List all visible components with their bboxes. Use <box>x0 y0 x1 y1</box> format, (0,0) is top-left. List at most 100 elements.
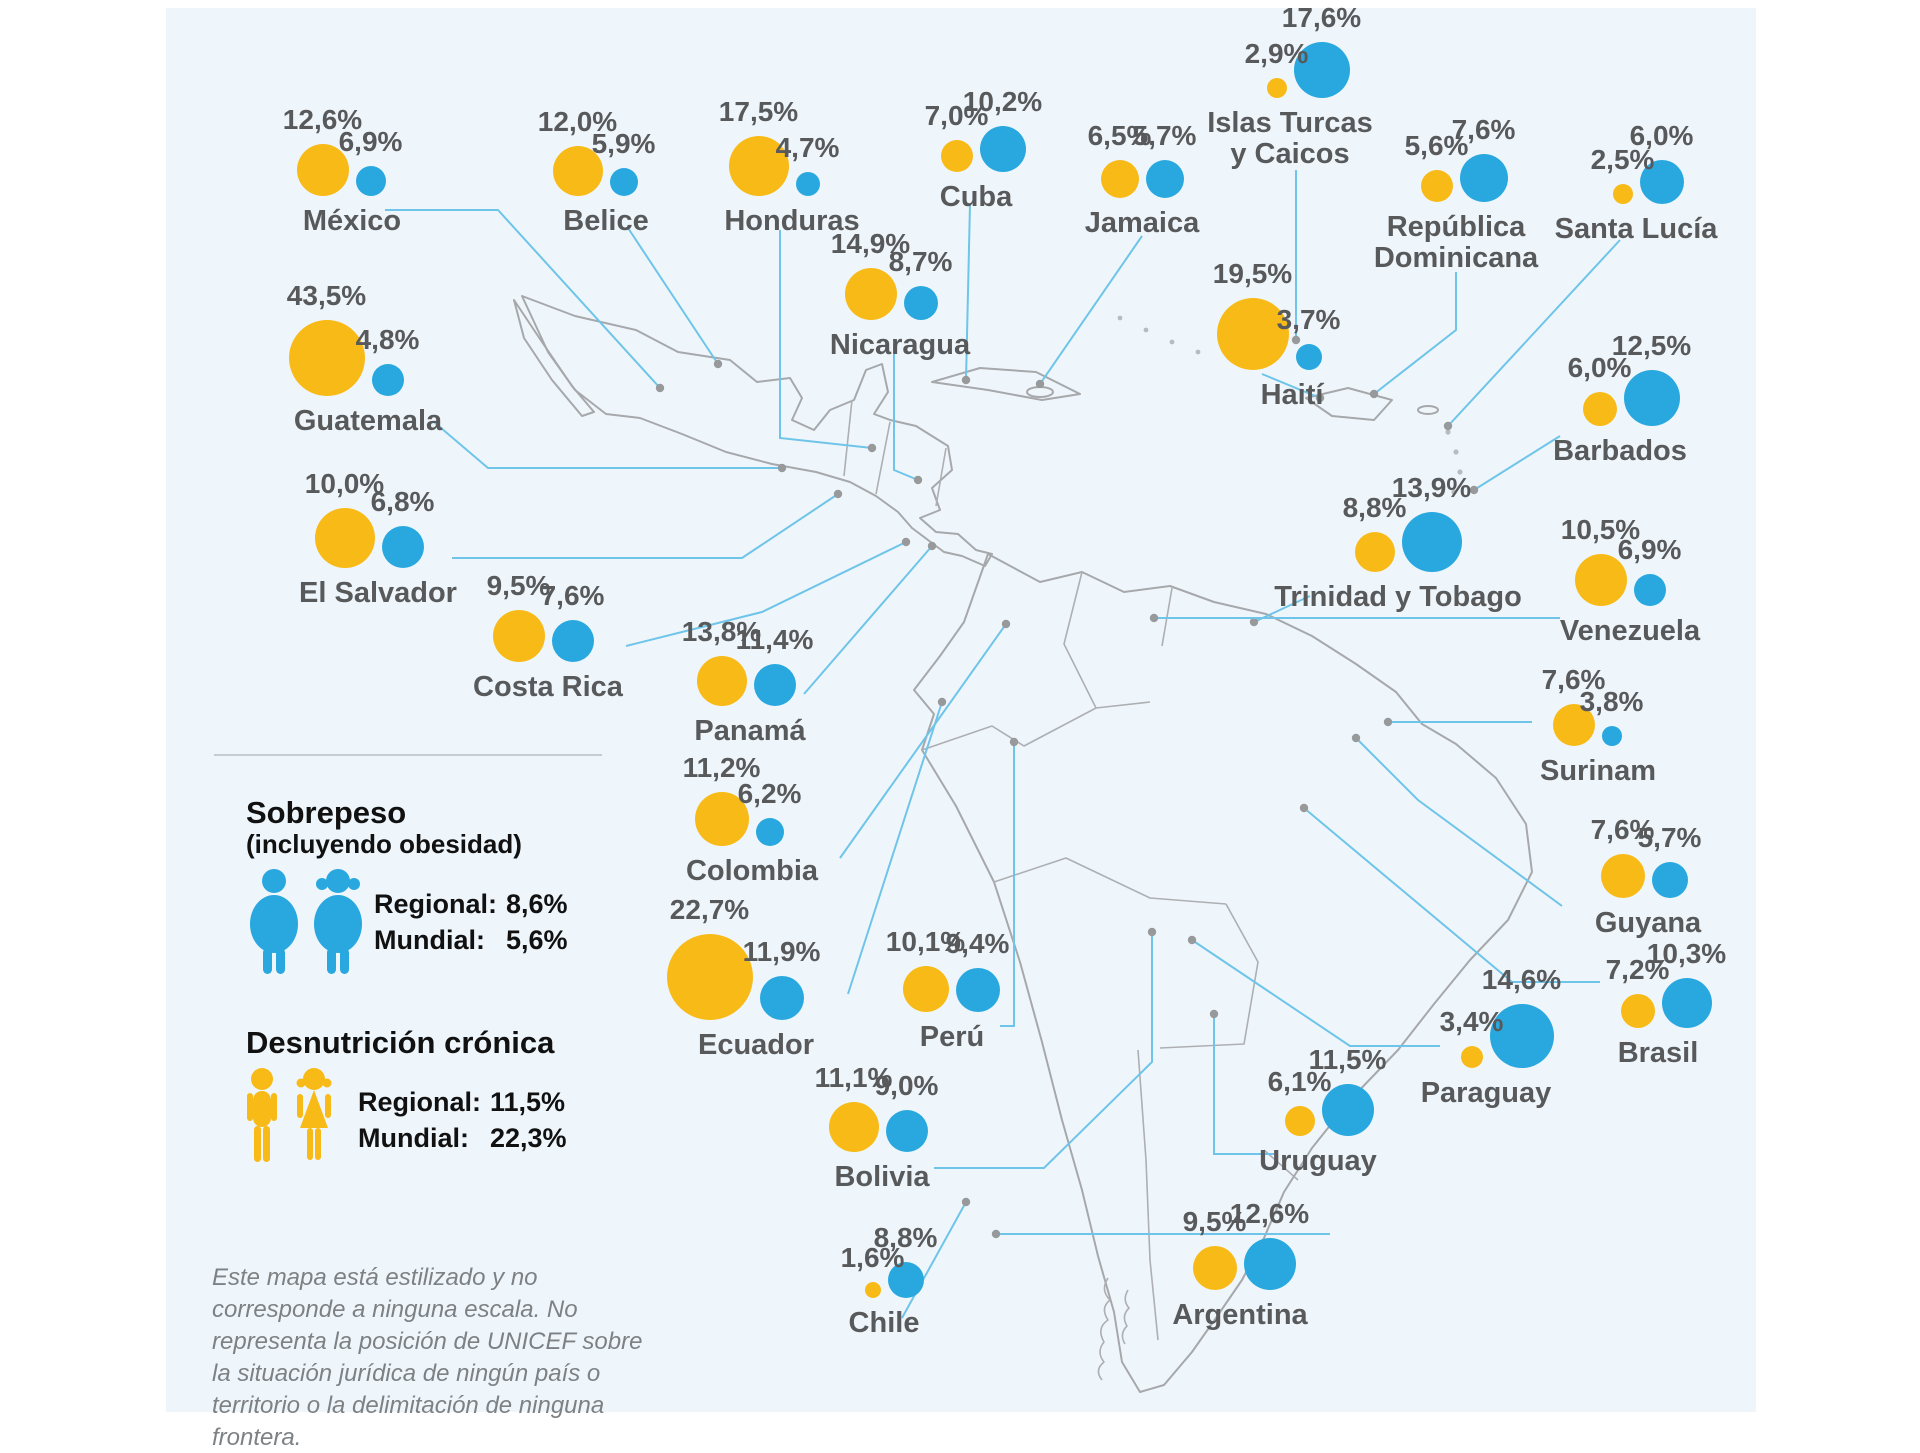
overweight-bubble-mexico <box>355 166 386 196</box>
leader-line <box>1191 939 1440 1047</box>
leader-endpoint-dot <box>1147 927 1157 937</box>
overweight-bubble-jamaica <box>1145 160 1184 198</box>
leader-lines <box>385 170 1621 1319</box>
overweight-bubble-argentina <box>1243 1238 1296 1290</box>
overweight-value-uruguay: 11,5% <box>1308 1044 1387 1075</box>
leader-line <box>1473 435 1561 491</box>
country-label-bolivia: Bolivia <box>834 1161 930 1193</box>
leader-line <box>1039 235 1143 385</box>
overweight-bubble-trinidad-y-tobago <box>1401 512 1462 572</box>
overweight-value-nicaragua: 8,7% <box>888 246 953 277</box>
stunting-value-el-salvador: 10,0% <box>304 468 385 499</box>
leader-line <box>803 545 933 695</box>
country-label-surinam: Surinam <box>1539 755 1657 787</box>
leader-endpoint-dot <box>1009 737 1019 747</box>
leader-endpoint-dot <box>1035 379 1045 389</box>
overweight-value-panama: 11,4% <box>735 624 814 655</box>
stunting-value-nicaragua: 14,9% <box>830 228 911 259</box>
overweight-value-surinam: 3,8% <box>1579 686 1644 717</box>
stunting-bubble-mexico <box>296 144 349 196</box>
country-label-santa-lucia: Santa Lucía <box>1554 213 1718 245</box>
overweight-bubble-santa-lucia <box>1639 160 1684 204</box>
legend-desnutricion-rows: Regional: 11,5% Mundial: 22,3% <box>358 1084 608 1156</box>
leader-endpoint-dot <box>1209 1009 1219 1019</box>
legend-row-label: Regional: <box>374 888 498 919</box>
stunting-bubble-guyana <box>1600 854 1645 898</box>
stunting-value-jamaica: 6,5% <box>1087 120 1152 151</box>
legend-row: Mundial: 5,6% <box>374 922 614 958</box>
overweight-bubble-surinam <box>1601 726 1622 746</box>
leader-endpoint-dot <box>927 541 937 551</box>
overweight-value-costa-rica: 7,6% <box>540 580 605 611</box>
stunting-bubble-peru <box>902 966 949 1012</box>
legend-row-label: Mundial: <box>358 1122 469 1153</box>
legend-row-value: 8,6% <box>506 888 568 919</box>
country-label-barbados: Barbados <box>1553 435 1687 467</box>
overweight-bubble-peru <box>955 968 1000 1012</box>
overweight-value-jamaica: 5,7% <box>1132 120 1197 151</box>
stunting-value-bolivia: 11,1% <box>814 1062 893 1093</box>
legend-sobrepeso: Sobrepeso (incluyendo obesidad) Regional… <box>246 795 568 974</box>
overweight-value-peru: 9,4% <box>945 928 1010 959</box>
leader-line <box>901 1201 967 1319</box>
stunting-value-uruguay: 6,1% <box>1267 1066 1332 1097</box>
country-bubbles-layer: 12,6% 6,9% México 12,0% 5,9% Belice 17,5% 4,7% H… <box>283 2 1727 1339</box>
leader-endpoint-dot <box>991 1229 1001 1239</box>
leader-line <box>847 701 943 995</box>
map-inner-borders <box>843 399 1299 1381</box>
stunting-bubble-honduras <box>728 136 789 196</box>
stunting-bubble-bolivia <box>828 1102 879 1152</box>
overweight-value-brasil: 10,3% <box>1646 938 1727 969</box>
stunting-value-islas-turcas-y-caicos: 2,9% <box>1244 38 1309 69</box>
country-label-panama: Panamá <box>694 715 806 747</box>
legend-row-value: 22,3% <box>490 1122 567 1153</box>
leader-endpoint-dot <box>913 475 923 485</box>
overweight-bubble-venezuela <box>1633 574 1666 606</box>
country-label-guatemala: Guatemala <box>293 405 443 437</box>
leader-endpoint-dot <box>1187 935 1197 945</box>
latin-america-map <box>385 170 1621 1393</box>
stunting-bubble-barbados <box>1582 392 1617 426</box>
overweight-bubble-el-salvador <box>381 526 424 568</box>
stunting-bubble-ecuador <box>666 934 753 1020</box>
overweight-value-islas-turcas-y-caicos: 17,6% <box>1281 2 1362 33</box>
legend-row: Regional: 11,5% <box>358 1084 608 1120</box>
country-label-argentina: Argentina <box>1172 1299 1308 1331</box>
stunting-value-santa-lucia: 2,5% <box>1590 144 1655 175</box>
stunting-value-belice: 12,0% <box>537 106 618 137</box>
legend-divider <box>214 754 602 756</box>
stunting-bubble-argentina <box>1192 1246 1237 1290</box>
country-label-el-salvador: El Salvador <box>299 577 457 609</box>
overweight-bubble-cuba <box>979 126 1026 172</box>
stunting-bubble-venezuela <box>1574 554 1627 606</box>
country-label-trinidad-y-tobago: Trinidad y Tobago <box>1274 581 1522 613</box>
leader-endpoint-dot <box>1001 619 1011 629</box>
leader-endpoint-dot <box>1249 617 1259 627</box>
legend-row-label: Regional: <box>358 1086 482 1117</box>
country-label-ecuador: Ecuador <box>697 1029 815 1061</box>
legend-desnutricion: Desnutrición crónica Regional: 11,5% <box>246 1025 567 1162</box>
stunting-value-guatemala: 43,5% <box>286 280 367 311</box>
stunting-value-brasil: 7,2% <box>1605 954 1670 985</box>
overweight-bubble-nicaragua <box>903 286 938 320</box>
overweight-bubble-guyana <box>1651 862 1688 898</box>
country-label-chile: Chile <box>848 1307 920 1339</box>
leader-line <box>1355 737 1563 907</box>
leader-endpoint-dot <box>655 383 665 393</box>
stunting-bubble-belice <box>552 146 603 196</box>
overweight-value-barbados: 12,5% <box>1611 330 1692 361</box>
stunting-value-honduras: 17,5% <box>718 96 799 127</box>
leader-endpoint-dot <box>961 375 971 385</box>
stunting-bubble-republica-dominicana <box>1420 170 1453 202</box>
leader-endpoint-dot <box>1291 335 1301 345</box>
overweight-bubble-ecuador <box>759 976 804 1020</box>
infographic-canvas <box>166 8 1756 1412</box>
stunting-value-republica-dominicana: 5,6% <box>1404 130 1469 161</box>
stunting-bubble-haiti <box>1216 298 1289 370</box>
leader-endpoint-dot <box>1369 389 1379 399</box>
stunting-value-peru: 10,1% <box>885 926 966 957</box>
stunting-bubble-guatemala <box>288 320 365 396</box>
country-label-brasil: Brasil <box>1617 1037 1699 1069</box>
leader-endpoint-dot <box>867 443 877 453</box>
overweight-bubble-haiti <box>1295 344 1322 370</box>
